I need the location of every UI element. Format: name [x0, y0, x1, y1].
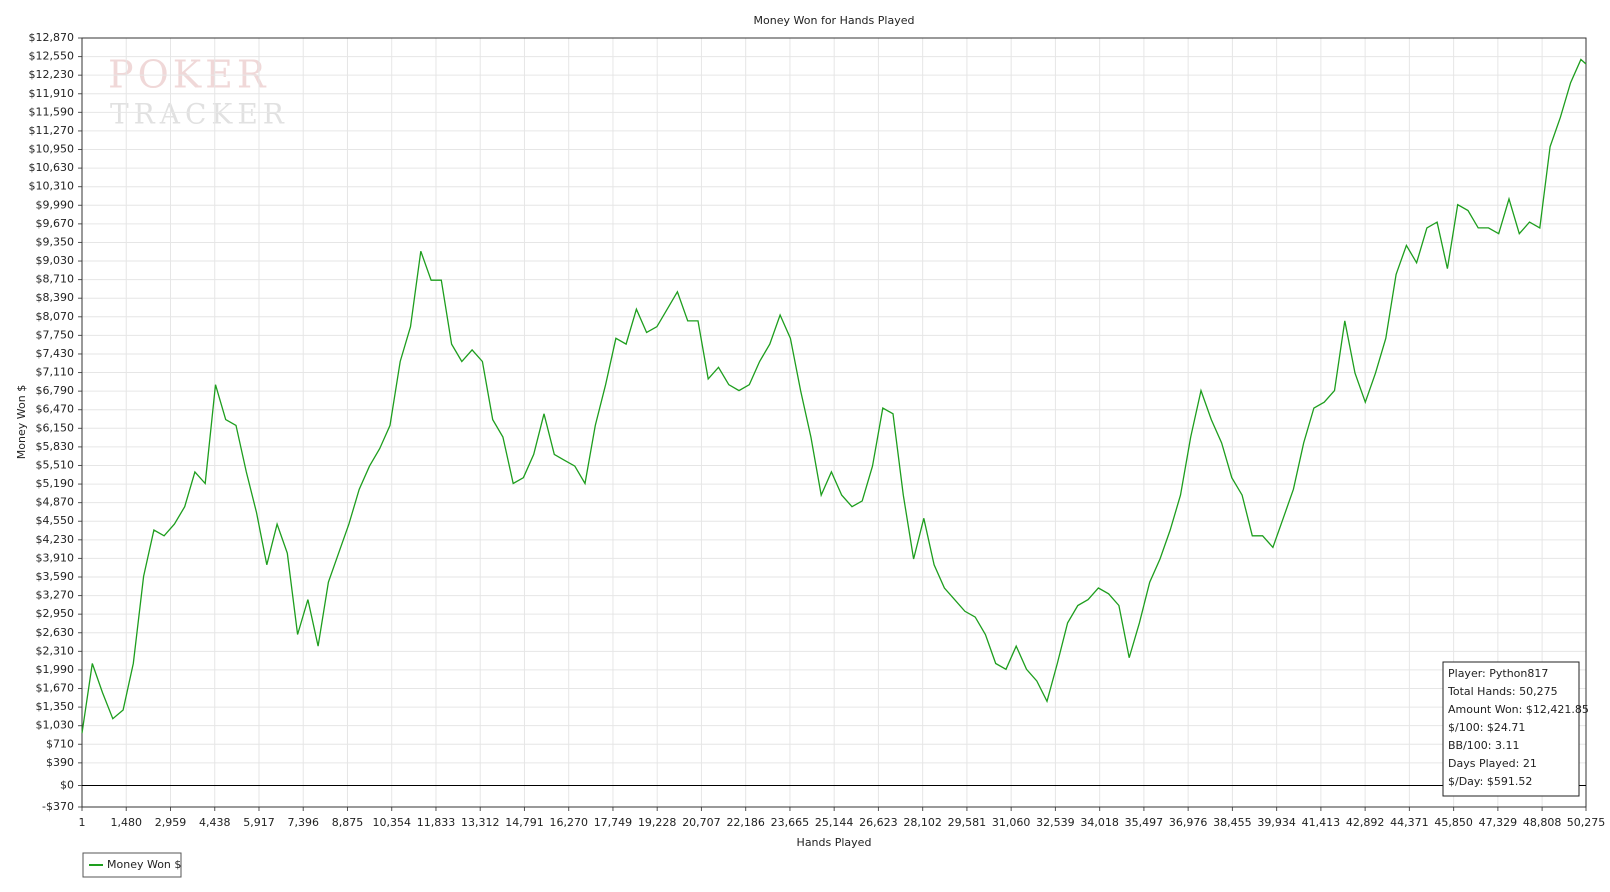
y-tick-label: $390 — [46, 756, 74, 769]
x-tick-label: 19,228 — [638, 816, 677, 829]
x-tick-label: 11,833 — [417, 816, 456, 829]
y-tick-label: $12,230 — [29, 68, 75, 81]
y-tick-label: -$370 — [42, 800, 74, 813]
watermark-text: TRACKER — [110, 98, 289, 131]
y-tick-label: $3,910 — [36, 551, 75, 564]
info-box: Player: Python817 Total Hands: 50,275 Amou… — [1442, 661, 1589, 797]
x-tick-label: 47,329 — [1479, 816, 1518, 829]
info-line: Player: Python817 — [1448, 667, 1548, 680]
x-tick-label: 10,354 — [372, 816, 411, 829]
y-tick-label: $5,190 — [36, 477, 75, 490]
x-tick-label: 1 — [79, 816, 86, 829]
x-tick-label: 39,934 — [1257, 816, 1296, 829]
x-tick-label: 29,581 — [948, 816, 987, 829]
x-tick-label: 48,808 — [1523, 816, 1562, 829]
info-line: $/100: $24.71 — [1448, 721, 1525, 734]
y-tick-label: $7,110 — [36, 366, 75, 379]
x-tick-label: 44,371 — [1390, 816, 1429, 829]
y-tick-label: $1,350 — [36, 700, 75, 713]
x-tick-label: 1,480 — [110, 816, 142, 829]
x-tick-label: 5,917 — [243, 816, 275, 829]
y-tick-label: $1,670 — [36, 682, 75, 695]
x-tick-label: 17,749 — [594, 816, 633, 829]
x-tick-label: 7,396 — [287, 816, 319, 829]
watermark-text: POKER — [108, 53, 269, 97]
y-tick-label: $11,910 — [29, 87, 75, 100]
x-tick-label: 41,413 — [1302, 816, 1341, 829]
x-tick-label: 45,850 — [1434, 816, 1473, 829]
y-tick-label: $8,390 — [36, 291, 75, 304]
y-tick-label: $8,710 — [36, 273, 75, 286]
x-tick-label: 26,623 — [859, 816, 898, 829]
y-tick-label: $11,590 — [29, 105, 75, 118]
info-box-frame — [1442, 661, 1580, 797]
y-tick-label: $9,990 — [36, 198, 75, 211]
y-tick-label: $11,270 — [29, 124, 75, 137]
legend-label: Money Won $ — [107, 858, 181, 871]
watermark: POKER TRACKER — [108, 53, 289, 131]
y-tick-label: $4,550 — [36, 514, 75, 527]
x-tick-label: 38,455 — [1213, 816, 1252, 829]
y-tick-label: $10,950 — [29, 143, 75, 156]
y-tick-label: $9,030 — [36, 254, 75, 267]
y-tick-label: $2,950 — [36, 607, 75, 620]
y-tick-label: $1,990 — [36, 663, 75, 676]
x-tick-label: 32,539 — [1036, 816, 1075, 829]
x-tick-label: 34,018 — [1080, 816, 1119, 829]
x-tick-label: 4,438 — [199, 816, 231, 829]
plot-frame — [81, 37, 1587, 808]
y-tick-label: $710 — [46, 737, 74, 750]
x-tick-label: 16,270 — [549, 816, 588, 829]
y-tick-label: $3,270 — [36, 589, 75, 602]
data-line — [81, 58, 1587, 734]
y-tick-label: $5,830 — [36, 440, 75, 453]
info-line: Total Hands: 50,275 — [1447, 685, 1558, 698]
y-tick-label: $2,630 — [36, 626, 75, 639]
info-line: BB/100: 3.11 — [1448, 739, 1520, 752]
x-tick-label: 25,144 — [815, 816, 854, 829]
y-tick-label: $7,430 — [36, 347, 75, 360]
y-tick-label: $0 — [60, 779, 74, 792]
info-line: Amount Won: $12,421.85 — [1448, 703, 1589, 716]
chart-title: Money Won for Hands Played — [754, 14, 915, 27]
x-tick-label: 31,060 — [992, 816, 1031, 829]
legend: Money Won $ — [82, 852, 182, 878]
x-axis-title: Hands Played — [797, 836, 872, 849]
x-tick-label: 20,707 — [682, 816, 721, 829]
legend-box — [82, 852, 182, 878]
y-tick-label: $7,750 — [36, 328, 75, 341]
x-tick-label: 2,959 — [155, 816, 187, 829]
info-line: Days Played: 21 — [1448, 757, 1537, 770]
x-tick-label: 28,102 — [903, 816, 942, 829]
y-tick-label: $12,550 — [29, 50, 75, 63]
y-tick-label: $6,150 — [36, 421, 75, 434]
y-tick-label: $4,870 — [36, 496, 75, 509]
y-tick-label: $2,310 — [36, 644, 75, 657]
x-tick-label: 8,875 — [332, 816, 364, 829]
y-axis-title: Money Won $ — [15, 385, 28, 459]
y-tick-label: $9,670 — [36, 217, 75, 230]
x-tick-label: 36,976 — [1169, 816, 1208, 829]
x-tick-label: 23,665 — [771, 816, 810, 829]
y-tick-label: $6,470 — [36, 403, 75, 416]
y-tick-label: $9,350 — [36, 235, 75, 248]
x-tick-label: 22,186 — [726, 816, 765, 829]
y-tick-label: $6,790 — [36, 384, 75, 397]
y-tick-label: $5,510 — [36, 458, 75, 471]
y-tick-label: $1,030 — [36, 719, 75, 732]
y-tick-label: $10,630 — [29, 161, 75, 174]
info-line: $/Day: $591.52 — [1448, 775, 1532, 788]
x-tick-label: 14,791 — [505, 816, 544, 829]
x-tick-label: 35,497 — [1125, 816, 1164, 829]
y-tick-label: $8,070 — [36, 310, 75, 323]
y-tick-label: $10,310 — [29, 180, 75, 193]
y-tick-label: $3,590 — [36, 570, 75, 583]
x-tick-label: 42,892 — [1346, 816, 1385, 829]
x-tick-label: 50,275 — [1567, 816, 1606, 829]
y-tick-label: $4,230 — [36, 533, 75, 546]
y-tick-label: $12,870 — [29, 31, 75, 44]
x-tick-label: 13,312 — [461, 816, 500, 829]
